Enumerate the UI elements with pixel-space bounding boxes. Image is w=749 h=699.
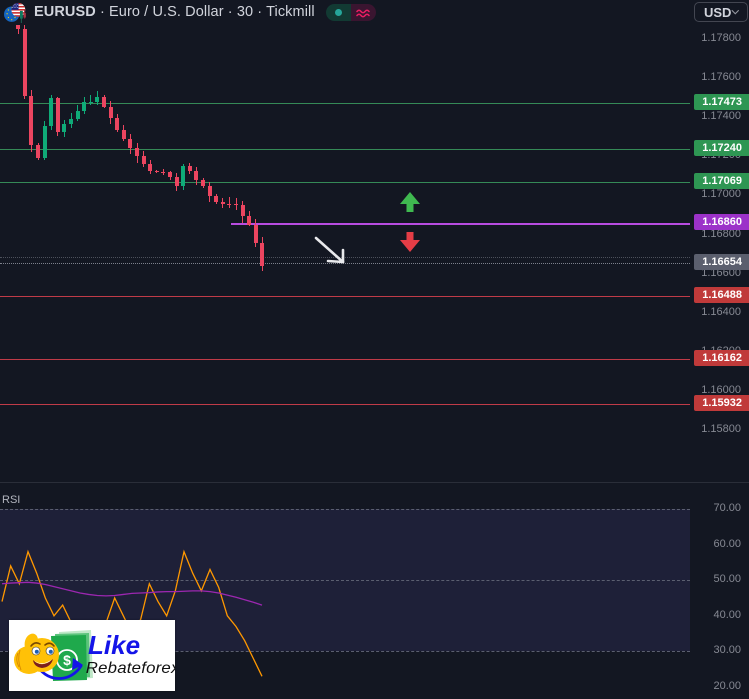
- svg-text:$: $: [63, 652, 71, 668]
